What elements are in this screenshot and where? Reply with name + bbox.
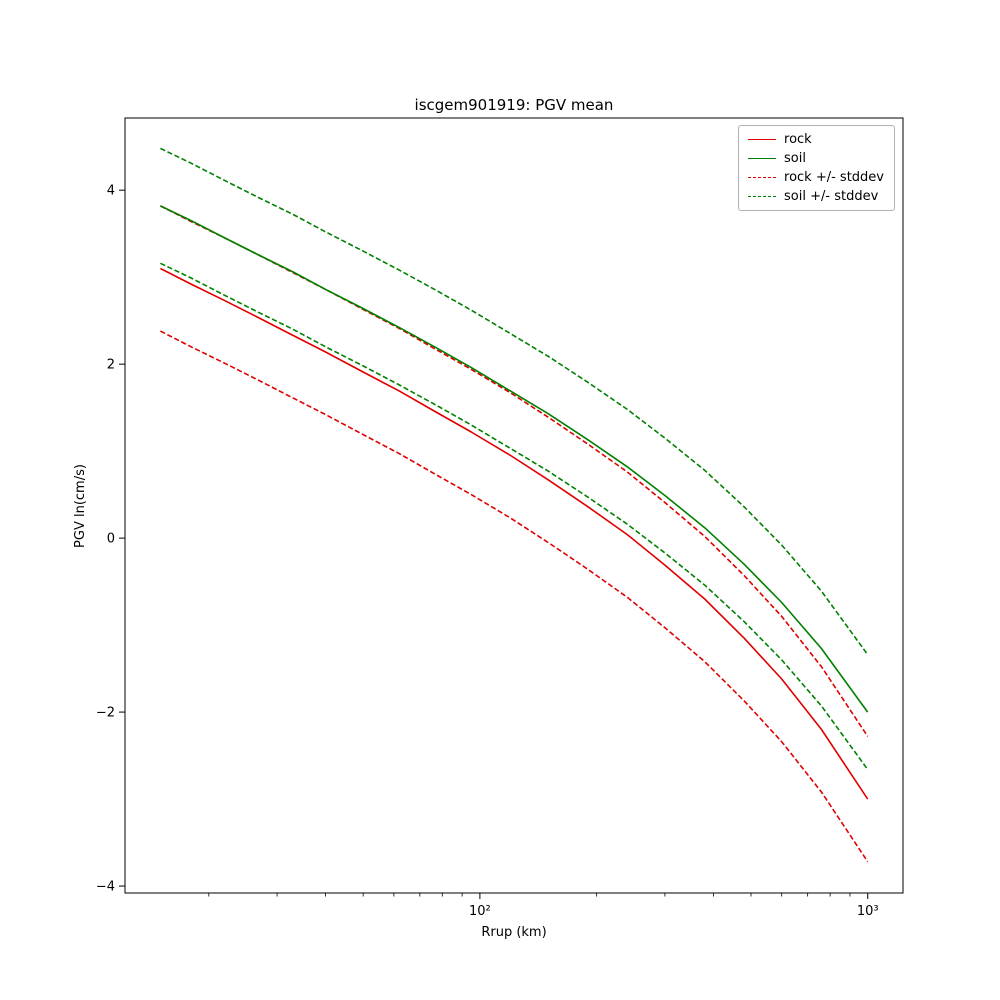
axes-frame	[124, 117, 904, 894]
legend-item: rock +/- stddev	[748, 170, 884, 185]
chart-title: iscgem901919: PGV mean	[415, 96, 614, 114]
legend-label: soil +/- stddev	[784, 189, 879, 204]
y-tick-label: −2	[96, 706, 115, 721]
series-soil-mean	[160, 205, 869, 713]
x-tick-label: 10³	[857, 904, 879, 919]
legend-line-sample-rock	[748, 139, 777, 140]
legend-label: soil	[784, 151, 806, 166]
y-tick-label: −4	[96, 880, 115, 895]
legend-item: soil +/- stddev	[748, 189, 884, 204]
series-soil-upper-stddev	[160, 147, 869, 656]
series-rock-mean	[160, 267, 869, 800]
x-axis-label: Rrup (km)	[481, 925, 546, 940]
legend-label: rock +/- stddev	[784, 170, 884, 185]
series-rock-lower-stddev	[160, 330, 869, 863]
y-tick-label: 4	[107, 184, 115, 199]
y-tick-label: 2	[107, 358, 115, 373]
legend-line-sample-soil-stddev	[748, 196, 777, 197]
legend-item: soil	[748, 151, 884, 166]
legend-line-sample-soil	[748, 158, 777, 159]
y-axis-label: PGV ln(cm/s)	[73, 464, 88, 548]
legend-item: rock	[748, 132, 884, 147]
y-tick-label: 0	[107, 532, 115, 547]
legend-line-sample-rock-stddev	[748, 177, 777, 178]
legend: rock soil rock +/- stddev soil +/- stdde…	[738, 125, 895, 211]
x-tick-label: 10²	[469, 904, 491, 919]
series-soil-lower-stddev	[160, 262, 869, 770]
legend-label: rock	[784, 132, 812, 147]
